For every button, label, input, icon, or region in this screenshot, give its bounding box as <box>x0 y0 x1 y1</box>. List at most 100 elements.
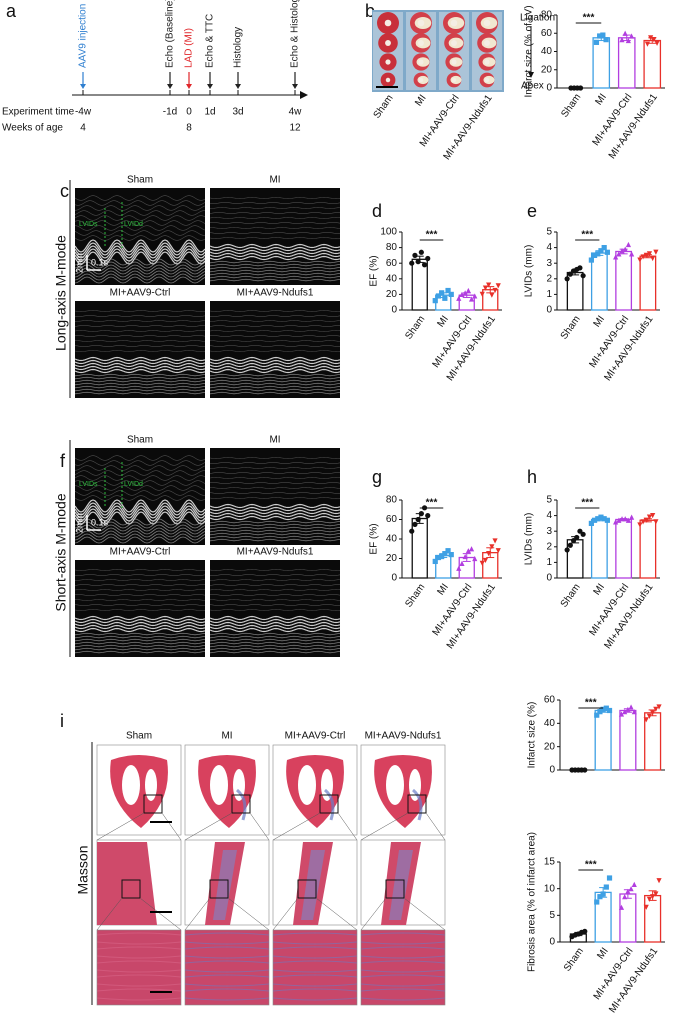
data-point <box>650 255 656 262</box>
echo-trace <box>74 579 206 581</box>
data-point <box>603 884 609 890</box>
zoom-line <box>184 812 233 841</box>
echo-wall <box>209 509 341 515</box>
data-point <box>482 557 489 564</box>
echo-trace <box>74 495 206 501</box>
data-point <box>625 241 632 248</box>
x-tick-label: Sham <box>403 582 427 610</box>
fiber <box>184 960 270 964</box>
ttc-lumen <box>484 59 490 65</box>
data-point <box>640 519 646 525</box>
data-point <box>567 271 573 277</box>
fiber <box>96 997 182 1001</box>
bar <box>566 271 584 311</box>
fiber <box>360 941 446 945</box>
data-point <box>628 704 634 710</box>
heart-lumen <box>386 765 404 805</box>
ttc-lumen <box>418 40 424 46</box>
echo-trace <box>74 205 206 211</box>
bar <box>644 894 662 943</box>
zoom-line <box>403 897 446 931</box>
data-point <box>601 516 607 522</box>
ttc-lumen <box>484 77 490 83</box>
echo-wall <box>209 627 341 633</box>
data-point <box>412 252 418 258</box>
data-point <box>637 257 643 263</box>
data-point <box>595 516 601 522</box>
ttc-arrowhead <box>528 72 534 78</box>
data-point <box>600 32 606 38</box>
echo-tissue <box>209 538 341 542</box>
echo-trace <box>209 492 340 494</box>
y-tick-label: 5 <box>546 227 552 238</box>
data-point <box>425 255 431 262</box>
data-point <box>591 252 598 258</box>
echo-tissue <box>209 260 341 264</box>
data-point <box>468 296 475 302</box>
data-point <box>613 519 619 525</box>
data-point <box>435 554 442 561</box>
x-tick-label: Sham <box>403 314 427 342</box>
data-point <box>597 894 603 900</box>
data-point <box>598 514 604 520</box>
echo-tissue <box>209 647 341 651</box>
bar <box>594 709 612 771</box>
infarct-wall <box>323 788 335 821</box>
echo-title: MI+AAV9-Ctrl <box>110 288 171 299</box>
echo-trace <box>74 235 206 241</box>
echo-trace <box>74 594 206 596</box>
echo-trace <box>74 220 206 226</box>
timeline-time: 3d <box>232 107 243 118</box>
echo-wall <box>74 508 206 522</box>
zoom-box <box>121 879 141 899</box>
y-tick-label: 80 <box>386 242 398 253</box>
y-tick-label: 60 <box>541 28 553 39</box>
data-point <box>622 516 628 522</box>
echo-tissue <box>74 536 206 544</box>
data-point <box>616 517 622 523</box>
echo-tissue <box>74 638 206 642</box>
ttc-lumen <box>418 59 424 65</box>
echo-title: MI+AAV9-Ndufs1 <box>237 288 314 299</box>
data-point <box>629 251 635 257</box>
data-point <box>588 257 594 263</box>
data-point <box>653 891 659 897</box>
data-point <box>619 248 625 254</box>
panel-label: e <box>527 201 537 221</box>
echo-trace <box>74 465 206 471</box>
zoom-box <box>297 879 317 899</box>
echo-trace <box>209 310 341 312</box>
echo-trace <box>209 579 341 581</box>
echo-trace <box>209 574 341 576</box>
y-tick-label: 20 <box>386 553 398 564</box>
fiber <box>96 988 182 992</box>
echo-trace <box>209 335 341 337</box>
data-point <box>435 293 442 299</box>
y-tick-label: 0 <box>391 573 397 584</box>
y-axis-label: LVIDs (mm) <box>524 245 535 298</box>
significance-label: *** <box>426 230 438 241</box>
x-tick-label: Sham <box>559 92 583 120</box>
bar <box>592 37 611 89</box>
data-point <box>459 291 465 297</box>
x-tick-label: Sham <box>562 946 586 974</box>
echo-trace <box>74 609 206 611</box>
zoom-box <box>231 794 251 814</box>
data-point <box>597 709 603 715</box>
fiber <box>272 932 358 936</box>
echo-trace <box>209 467 341 469</box>
heart-lumen <box>233 769 245 801</box>
echo-trace <box>74 230 205 236</box>
echo-trace <box>209 497 341 499</box>
echo-wall <box>74 362 206 368</box>
histology-frame <box>184 929 270 1006</box>
echo-title: MI <box>269 435 280 446</box>
data-point <box>439 553 445 560</box>
echo-tissue <box>74 530 206 538</box>
data-point <box>409 260 415 266</box>
heart-lumen <box>409 769 421 801</box>
event-arrowhead <box>207 84 213 89</box>
ttc-lumen <box>451 59 457 65</box>
echo-tissue <box>209 275 341 279</box>
data-point <box>654 40 660 46</box>
